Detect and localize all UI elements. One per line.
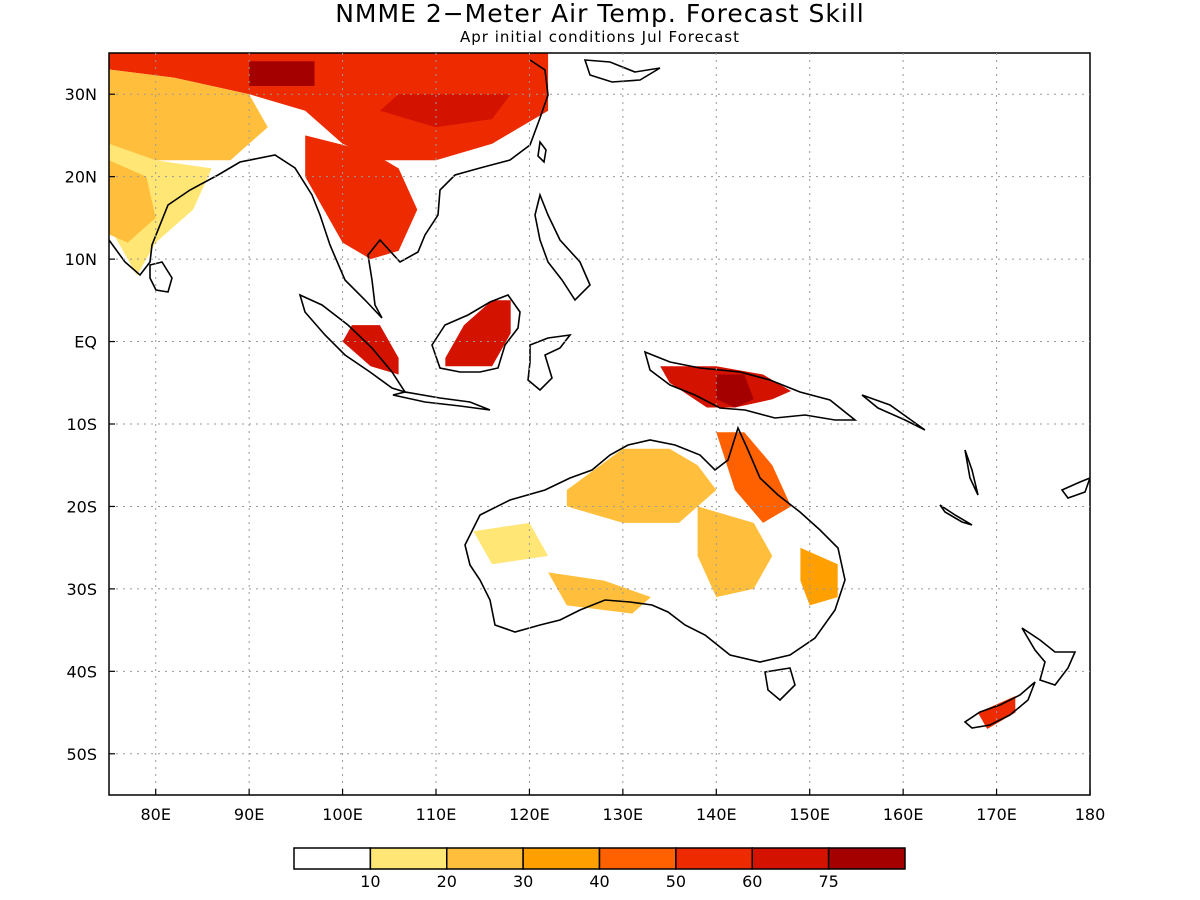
coastline-borneo bbox=[431, 294, 521, 373]
lat-tick-label: 30S bbox=[66, 580, 97, 599]
skill-region-queensland bbox=[716, 432, 791, 523]
longitude-tick-labels: 80E 90E 100E 110E 120E 130E 140E 150E 160E 170E 18… bbox=[140, 805, 1105, 824]
skill-region-australia-west bbox=[473, 522, 549, 565]
colorbar-label: 60 bbox=[742, 872, 762, 891]
lon-tick-label: 140E bbox=[696, 805, 737, 824]
coastline-sulawesi bbox=[527, 333, 572, 392]
lon-tick-label: 150E bbox=[789, 805, 830, 824]
lon-tick-label: 90E bbox=[234, 805, 264, 824]
skill-region-north-india bbox=[109, 69, 268, 161]
lon-tick-label: 170E bbox=[976, 805, 1017, 824]
colorbar-label: 40 bbox=[589, 872, 609, 891]
coastline-tasmania bbox=[764, 667, 796, 702]
map-title: NMME 2−Meter Air Temp. Forecast Skill bbox=[335, 0, 865, 28]
skill-region-china-south-core bbox=[379, 94, 511, 128]
coastline-taiwan bbox=[537, 139, 547, 164]
skill-shading-layer bbox=[109, 53, 1016, 729]
coastline-japan bbox=[583, 59, 661, 83]
colorbar-label: 50 bbox=[666, 872, 686, 891]
coastline-nz-south bbox=[963, 681, 1036, 729]
skill-region-sw-india bbox=[109, 160, 156, 243]
lon-tick-label: 130E bbox=[603, 805, 644, 824]
colorbar-label: 20 bbox=[437, 872, 457, 891]
lat-tick-label: EQ bbox=[74, 333, 97, 352]
colorbar-swatch bbox=[827, 847, 906, 870]
colorbar-swatch bbox=[522, 847, 601, 870]
lon-tick-label: 100E bbox=[322, 805, 363, 824]
coastline-philippines bbox=[534, 192, 591, 302]
lon-tick-label: 80E bbox=[140, 805, 170, 824]
colorbar-swatch bbox=[598, 847, 677, 870]
skill-region-tibet-china bbox=[109, 53, 549, 161]
lon-tick-label: 110E bbox=[416, 805, 457, 824]
colorbar-label: 30 bbox=[513, 872, 533, 891]
colorbar-swatch bbox=[446, 847, 524, 870]
skill-region-borneo bbox=[445, 300, 511, 367]
lon-tick-label: 120E bbox=[509, 805, 550, 824]
coastline-asia bbox=[109, 59, 549, 319]
lon-tick-label: 160E bbox=[883, 805, 924, 824]
gridlines bbox=[109, 53, 1091, 795]
coastline-new-guinea bbox=[643, 350, 858, 421]
coastline-fiji bbox=[1060, 477, 1090, 499]
coastline-new-caledonia bbox=[939, 504, 973, 526]
coastline-sumatra bbox=[298, 293, 407, 394]
skill-region-new-guinea-core bbox=[716, 374, 754, 408]
latitude-tick-labels: 30N 20N 10N EQ 10S 20S 30S 40S 50S bbox=[65, 85, 97, 764]
colorbar-swatch bbox=[675, 847, 753, 870]
skill-region-australia-north bbox=[566, 448, 717, 523]
lat-tick-label: 50S bbox=[66, 745, 97, 764]
colorbar: 10 20 30 40 50 60 75 bbox=[293, 847, 906, 891]
coastline-nz-north bbox=[1021, 627, 1077, 686]
lat-tick-label: 20N bbox=[65, 168, 97, 187]
lat-tick-label: 10N bbox=[65, 250, 97, 269]
lat-tick-label: 10S bbox=[66, 415, 97, 434]
lat-tick-label: 20S bbox=[66, 497, 97, 516]
skill-region-indochina bbox=[305, 135, 418, 260]
coastline-vanuatu bbox=[964, 449, 979, 496]
lat-tick-label: 40S bbox=[66, 662, 97, 681]
skill-region-australia-east bbox=[800, 547, 838, 606]
coastline-layer bbox=[109, 59, 1090, 729]
lon-tick-label: 180 bbox=[1075, 805, 1106, 824]
coastline-sri-lanka bbox=[149, 261, 173, 293]
colorbar-label: 75 bbox=[818, 872, 838, 891]
coastline-java bbox=[392, 391, 491, 411]
colorbar-swatch bbox=[369, 847, 448, 870]
map-subtitle: Apr initial conditions Jul Forecast bbox=[459, 28, 740, 46]
colorbar-swatch bbox=[293, 847, 372, 870]
colorbar-label: 10 bbox=[360, 872, 380, 891]
lat-tick-label: 30N bbox=[65, 85, 97, 104]
skill-region-australia-south bbox=[548, 572, 651, 614]
colorbar-swatch bbox=[751, 847, 830, 870]
coastline-solomon bbox=[861, 394, 926, 431]
skill-region-himalaya-core bbox=[249, 61, 315, 86]
coastline-australia bbox=[464, 425, 846, 663]
